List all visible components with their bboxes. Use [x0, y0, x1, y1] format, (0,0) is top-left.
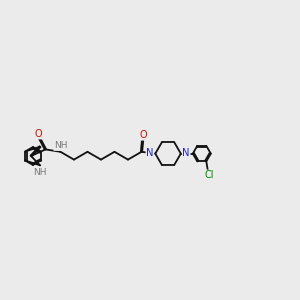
Text: NH: NH: [54, 141, 68, 150]
Text: N: N: [146, 148, 154, 158]
Text: Cl: Cl: [205, 170, 214, 180]
Text: NH: NH: [33, 168, 47, 177]
Text: O: O: [35, 129, 42, 139]
Text: O: O: [139, 130, 147, 140]
Text: N: N: [182, 148, 190, 158]
